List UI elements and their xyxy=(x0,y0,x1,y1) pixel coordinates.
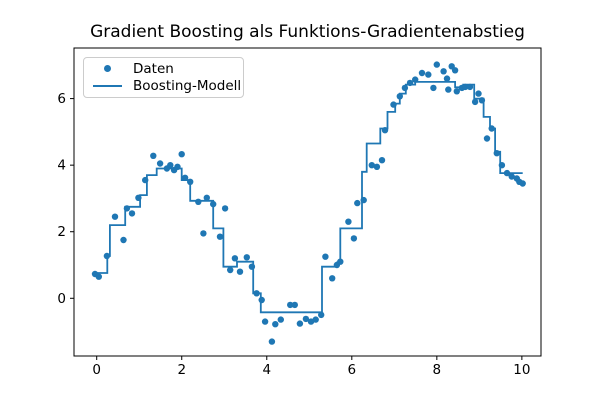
axes-frame xyxy=(73,47,542,357)
scatter-marker-icon xyxy=(91,65,124,73)
scatter-point xyxy=(373,163,381,170)
scatter-point xyxy=(451,67,459,74)
scatter-point xyxy=(150,152,157,159)
x-tick-label: 0 xyxy=(92,362,101,378)
y-tick-label: 0 xyxy=(57,291,66,307)
scatter-point xyxy=(268,338,276,345)
scatter-point xyxy=(312,316,319,323)
scatter-point xyxy=(120,236,127,244)
scatter-point xyxy=(443,75,451,82)
legend-label-boosting-modell: Boosting-Modell xyxy=(133,78,242,95)
scatter-point xyxy=(296,320,304,327)
legend-item-daten: Daten xyxy=(91,60,237,78)
scatter-point xyxy=(195,198,202,205)
scatter-point xyxy=(253,290,260,297)
x-tick-label: 6 xyxy=(348,362,357,378)
scatter-point xyxy=(291,301,298,309)
x-tick-label: 10 xyxy=(513,362,530,378)
scatter-point xyxy=(412,76,419,83)
scatter-point xyxy=(123,205,131,212)
scatter-point xyxy=(187,178,194,185)
scatter-point xyxy=(156,160,164,167)
scatter-point xyxy=(360,196,367,204)
scatter-point xyxy=(95,273,103,280)
scatter-point xyxy=(350,235,358,242)
scatter-point xyxy=(322,253,329,260)
scatter-point xyxy=(378,157,386,164)
scatter-point xyxy=(231,255,239,262)
scatter-point xyxy=(174,163,181,170)
scatter-point xyxy=(318,311,325,319)
scatter-point xyxy=(221,205,229,212)
scatter-point xyxy=(440,68,447,75)
scatter-point xyxy=(445,86,452,93)
legend-item-boosting-modell: Boosting-Modell xyxy=(91,78,241,96)
chart-title: Gradient Boosting als Funktions-Gradient… xyxy=(90,22,525,42)
scatter-point xyxy=(453,88,460,95)
scatter-point xyxy=(396,93,403,100)
scatter-point xyxy=(488,125,495,132)
scatter-point xyxy=(181,174,189,181)
scatter-point xyxy=(227,266,234,274)
scatter-point xyxy=(302,315,310,323)
line-marker-icon xyxy=(91,85,124,88)
scatter-point xyxy=(277,316,284,323)
scatter-point xyxy=(483,135,491,142)
legend: Daten Boosting-Modell xyxy=(83,57,244,98)
y-tick-label: 4 xyxy=(57,158,66,174)
scatter-point xyxy=(466,83,474,91)
scatter-point xyxy=(200,230,207,237)
scatter-point xyxy=(462,83,469,91)
scatter-point xyxy=(508,173,515,180)
scatter-point xyxy=(103,252,111,260)
scatter-point xyxy=(243,254,250,261)
scatter-point xyxy=(337,258,344,265)
scatter-point xyxy=(345,218,352,225)
scatter-point xyxy=(167,162,174,169)
scatter-point xyxy=(287,301,294,309)
scatter-point xyxy=(203,194,210,201)
scatter-point xyxy=(471,98,479,106)
scatter-point xyxy=(433,61,440,68)
scatter-point xyxy=(425,71,432,78)
scatter-point xyxy=(354,199,361,207)
scatter-point xyxy=(216,233,224,240)
scatter-point xyxy=(142,176,149,184)
scatter-point xyxy=(329,275,336,282)
scatter-series xyxy=(91,61,526,345)
scatter-point xyxy=(493,150,500,157)
scatter-point xyxy=(261,318,269,325)
scatter-point xyxy=(128,210,136,217)
scatter-point xyxy=(210,200,217,208)
scatter-point xyxy=(430,84,437,92)
scatter-point xyxy=(475,90,482,97)
scatter-point xyxy=(478,97,486,104)
y-tick-label: 2 xyxy=(57,224,66,240)
scatter-point xyxy=(498,162,506,169)
legend-label-daten: Daten xyxy=(133,60,174,77)
scatter-point xyxy=(248,263,256,270)
scatter-point xyxy=(368,162,375,169)
x-tick-label: 8 xyxy=(433,362,442,378)
scatter-point xyxy=(178,151,185,158)
scatter-point xyxy=(401,84,409,92)
scatter-point xyxy=(503,169,511,177)
scatter-point xyxy=(258,296,265,304)
scatter-point xyxy=(272,321,279,328)
x-tick-label: 4 xyxy=(262,362,271,378)
scatter-point xyxy=(519,180,526,187)
scatter-point xyxy=(406,79,414,87)
scatter-point xyxy=(236,268,244,275)
scatter-point xyxy=(381,127,389,134)
scatter-point xyxy=(111,213,119,220)
scatter-point xyxy=(418,69,426,77)
scatter-point xyxy=(390,101,397,108)
x-tick-label: 2 xyxy=(177,362,186,378)
scatter-point xyxy=(135,194,142,201)
y-tick-label: 6 xyxy=(57,91,66,107)
